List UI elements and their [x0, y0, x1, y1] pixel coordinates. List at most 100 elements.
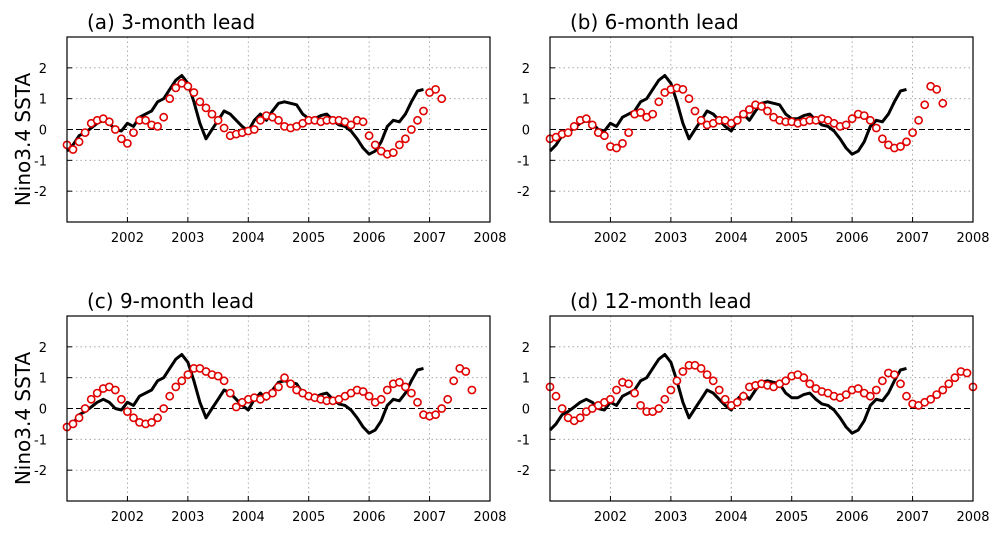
- forecast-point: [74, 413, 84, 423]
- forecast-point: [364, 131, 374, 141]
- forecast-point: [165, 94, 175, 104]
- forecast-point: [847, 114, 857, 124]
- forecast-point: [141, 115, 150, 125]
- forecast-point: [587, 120, 597, 130]
- forecast-point: [413, 115, 422, 125]
- forecast-point: [896, 142, 905, 151]
- x-tick-label: 2006: [836, 231, 869, 246]
- forecast-point: [117, 394, 126, 404]
- forecast-point: [449, 376, 459, 386]
- y-tick-label: -1: [34, 154, 47, 169]
- forecast-point: [249, 125, 259, 134]
- forecast-series: [545, 81, 948, 153]
- y-tick-label: -2: [517, 464, 530, 479]
- y-tick-label: -1: [34, 433, 47, 448]
- forecast-point: [231, 402, 241, 412]
- forecast-point: [551, 391, 561, 401]
- forecast-point: [720, 394, 730, 404]
- forecast-point: [678, 367, 688, 376]
- forecast-point: [159, 404, 169, 413]
- forecast-point: [932, 390, 942, 399]
- forecast-point: [413, 397, 422, 407]
- forecast-point: [853, 384, 863, 393]
- forecast-point: [117, 134, 126, 144]
- forecast-point: [286, 379, 295, 389]
- forecast-point: [437, 94, 447, 104]
- forecast-point: [74, 137, 84, 147]
- forecast-point: [757, 102, 766, 111]
- forecast-point: [654, 97, 664, 107]
- y-tick-label: -2: [34, 464, 47, 479]
- forecast-point: [280, 373, 289, 383]
- x-tick-label: 2003: [171, 231, 204, 246]
- forecast-point: [739, 391, 748, 401]
- forecast-point: [684, 94, 694, 104]
- forecast-point: [563, 128, 573, 137]
- forecast-point: [678, 85, 688, 94]
- panel-title: (d) 12-month lead: [570, 289, 751, 313]
- forecast-point: [648, 109, 658, 119]
- forecast-point: [370, 140, 380, 150]
- forecast-point: [606, 394, 615, 404]
- forecast-point: [189, 88, 199, 97]
- forecast-point: [938, 385, 948, 395]
- forecast-point: [406, 125, 416, 134]
- x-tick-label: 2002: [594, 510, 627, 525]
- forecast-point: [871, 123, 881, 133]
- forecast-point: [201, 103, 211, 113]
- forecast-point: [388, 148, 398, 157]
- forecast-point: [805, 379, 815, 389]
- forecast-point: [636, 108, 645, 117]
- forecast-point: [364, 391, 374, 401]
- forecast-point: [666, 385, 676, 395]
- forecast-point: [147, 417, 156, 427]
- x-tick-label: 2002: [111, 231, 144, 246]
- y-tick-label: -1: [517, 433, 530, 448]
- forecast-point: [268, 388, 277, 398]
- forecast-point: [358, 117, 368, 127]
- forecast-point: [630, 388, 639, 398]
- forecast-point: [394, 140, 404, 150]
- y-tick-label: 2: [39, 341, 47, 356]
- panel-d: -2 -1 0 1 2 2002 2003 2004 2005 2006 2007 2008 (d) 1…: [517, 289, 990, 525]
- forecast-point: [165, 391, 175, 401]
- forecast-point: [865, 391, 875, 401]
- x-tick-label: 2005: [292, 510, 325, 525]
- forecast-point: [153, 413, 162, 423]
- forecast-point: [86, 394, 96, 404]
- x-tick-label: 2004: [715, 231, 748, 246]
- forecast-point: [104, 117, 114, 127]
- panel-title: (a) 3-month lead: [87, 10, 255, 34]
- panel-b: -2 -1 0 1 2 2002 2003 2004 2005 2006 2007 2008 (b) 6…: [517, 10, 990, 246]
- forecast-point: [358, 387, 368, 396]
- y-tick-label: 0: [522, 124, 530, 139]
- forecast-point: [171, 382, 181, 392]
- forecast-point: [406, 388, 416, 398]
- forecast-point: [612, 385, 621, 395]
- forecast-point: [376, 394, 386, 404]
- forecast-point: [636, 400, 645, 410]
- x-tick-label: 2003: [654, 231, 687, 246]
- forecast-point: [153, 122, 162, 131]
- forecast-point: [400, 134, 410, 144]
- forecast-point: [865, 115, 875, 125]
- x-tick-label: 2007: [896, 510, 929, 525]
- x-tick-label: 2007: [413, 231, 446, 246]
- forecast-point: [799, 373, 809, 383]
- x-tick-label: 2007: [413, 510, 446, 525]
- forecast-point: [896, 379, 905, 389]
- forecast-point: [702, 370, 712, 379]
- y-tick-label: -2: [517, 185, 530, 200]
- forecast-point: [123, 138, 132, 148]
- y-tick-label: -1: [517, 154, 530, 169]
- forecast-point: [213, 115, 223, 125]
- forecast-point: [171, 83, 181, 93]
- observed-line: [548, 74, 907, 156]
- panel-a: -2 -1 0 1 2 2002 2003 2004 2005 2006 2007 2008 (a) 3…: [11, 10, 507, 246]
- forecast-point: [902, 391, 911, 401]
- forecast-point: [461, 367, 471, 376]
- forecast-point: [467, 385, 477, 395]
- forecast-point: [763, 106, 772, 116]
- forecast-point: [382, 385, 392, 395]
- forecast-point: [219, 123, 229, 133]
